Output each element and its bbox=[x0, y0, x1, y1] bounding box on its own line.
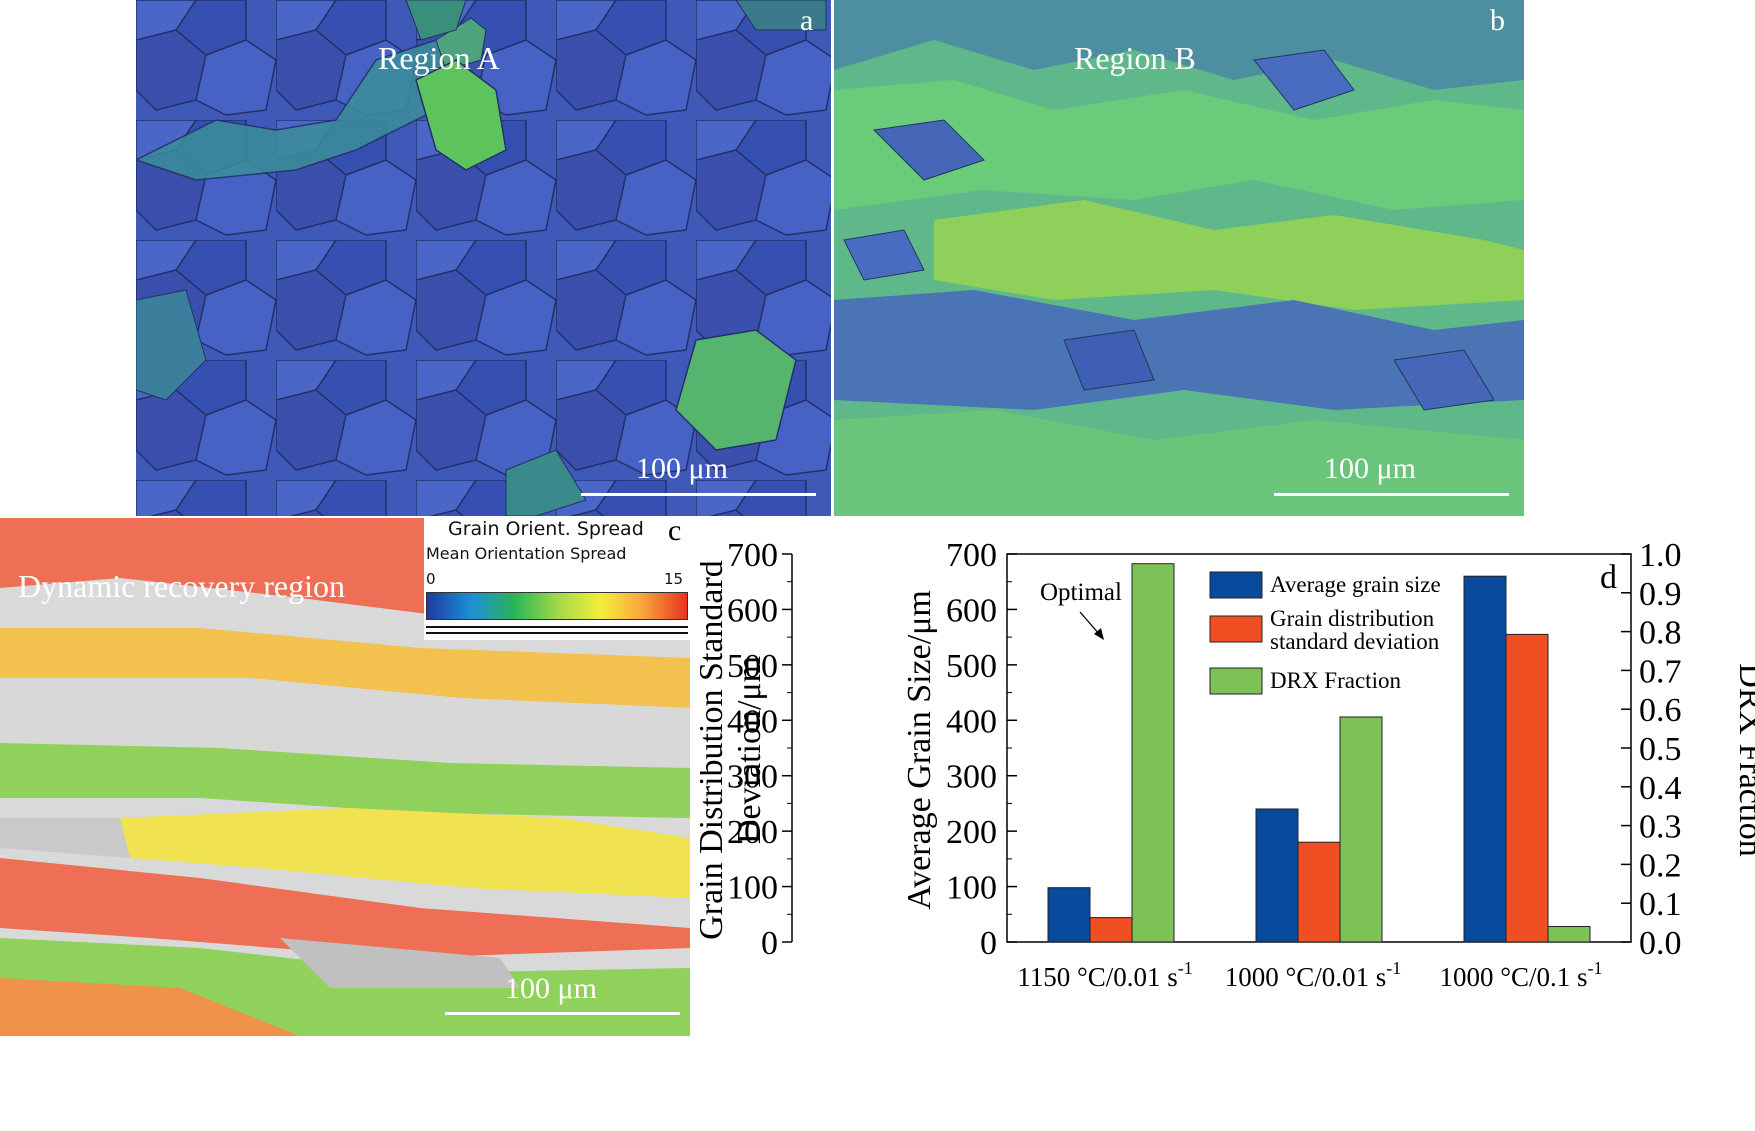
y-outer-tick-label: 500 bbox=[727, 648, 778, 685]
scale-bar-label-a: 100 μm bbox=[636, 452, 728, 485]
legend-title: Grain Orient. Spread bbox=[448, 518, 644, 540]
y-right-tick-label: 0.3 bbox=[1639, 809, 1682, 846]
legend-subtitle: Mean Orientation Spread bbox=[426, 544, 627, 563]
y-inner-tick-label: 600 bbox=[946, 592, 997, 629]
micrograph-panel-a: Region A a 100 μm bbox=[136, 0, 831, 516]
y-outer-tick-label: 100 bbox=[727, 870, 778, 907]
y-right-tick-label: 0.9 bbox=[1639, 576, 1682, 613]
y-inner-tick-label: 500 bbox=[946, 648, 997, 685]
legend-min: 0 bbox=[426, 570, 436, 588]
legend-label: Grain distribution bbox=[1270, 606, 1435, 631]
legend-swatch bbox=[1209, 571, 1263, 599]
bar bbox=[1547, 925, 1591, 943]
legend-swatch bbox=[1209, 615, 1263, 643]
x-tick-label: 1000 °C/0.01 s-1 bbox=[1225, 958, 1402, 992]
x-tick-label: 1000 °C/0.1 s-1 bbox=[1439, 958, 1602, 992]
panel-a-letter: a bbox=[800, 4, 814, 37]
y-outer-tick-label: 400 bbox=[727, 703, 778, 740]
scale-bar-b bbox=[1274, 493, 1509, 496]
y-inner-tick-label: 100 bbox=[946, 870, 997, 907]
optimal-annotation: Optimal bbox=[1040, 579, 1122, 606]
scale-bar-a bbox=[581, 493, 816, 496]
y-outer-axis-title-line1: Grain Distribution Standard bbox=[700, 560, 730, 940]
y-right-tick-label: 0.6 bbox=[1639, 692, 1682, 729]
optimal-arrow-head bbox=[1094, 628, 1104, 640]
y-outer-tick-label: 200 bbox=[727, 814, 778, 851]
y-right-tick-label: 0.0 bbox=[1639, 925, 1682, 962]
y-inner-tick-label: 200 bbox=[946, 814, 997, 851]
legend-rule-2 bbox=[426, 632, 688, 634]
y-right-axis-title: DRX Fraction bbox=[1732, 663, 1755, 857]
y-inner-axis-title: Average Grain Size/μm bbox=[901, 590, 938, 910]
y-outer-tick-label: 300 bbox=[727, 759, 778, 796]
chart-panel-d: 0 100 200 300 400 500 600 700 0 100 200 300 400 500 60… bbox=[693, 520, 1755, 1080]
region-b-label: Region B bbox=[1074, 40, 1196, 76]
legend-max: 15 bbox=[664, 570, 684, 588]
bar bbox=[1297, 841, 1341, 943]
dynamic-recovery-label: Dynamic recovery region bbox=[18, 568, 345, 604]
bar-chart: 0 100 200 300 400 500 600 700 0 100 200 300 400 500 60… bbox=[693, 537, 1755, 992]
y-outer-tick-label: 600 bbox=[727, 592, 778, 629]
y-right-tick-label: 0.8 bbox=[1639, 615, 1682, 652]
legend-label: DRX Fraction bbox=[1270, 668, 1401, 693]
y-right-tick-label: 0.7 bbox=[1639, 653, 1682, 690]
y-inner-tick-label: 700 bbox=[946, 537, 997, 574]
micrograph-panel-b: Region B b 100 μm bbox=[834, 0, 1524, 516]
legend-colorbar bbox=[426, 592, 688, 620]
y-inner-tick-label: 0 bbox=[980, 925, 997, 962]
bar bbox=[1047, 887, 1091, 943]
optimal-arrow-line bbox=[1079, 611, 1101, 636]
panel-b-letter: b bbox=[1490, 4, 1505, 37]
y-outer-tick-label: 0 bbox=[761, 925, 778, 962]
y-right-tick-label: 1.0 bbox=[1639, 537, 1682, 574]
y-right-tick-label: 0.4 bbox=[1639, 770, 1682, 807]
y-right-tick-label: 0.1 bbox=[1639, 886, 1682, 923]
legend-rule-1 bbox=[426, 626, 688, 628]
legend-label: standard deviation bbox=[1270, 629, 1440, 654]
legend-swatch bbox=[1209, 667, 1263, 695]
y-right-tick-label: 0.5 bbox=[1639, 731, 1682, 768]
y-inner-tick-label: 300 bbox=[946, 759, 997, 796]
ebsd-map-b bbox=[834, 0, 1524, 516]
y-right-tick-label: 0.2 bbox=[1639, 847, 1682, 884]
scale-bar-label-b: 100 μm bbox=[1324, 452, 1416, 485]
scale-bar-c bbox=[445, 1012, 680, 1015]
y-inner-tick-label: 400 bbox=[946, 703, 997, 740]
x-tick-label: 1150 °C/0.01 s-1 bbox=[1017, 958, 1193, 992]
gos-legend: Grain Orient. Spread Mean Orientation Sp… bbox=[424, 518, 690, 640]
y-outer-tick-label: 700 bbox=[727, 537, 778, 574]
bar bbox=[1255, 808, 1299, 943]
scale-bar-label-c: 100 μm bbox=[505, 972, 597, 1005]
bar bbox=[1131, 563, 1175, 943]
bar bbox=[1463, 575, 1507, 943]
legend-label: Average grain size bbox=[1270, 572, 1441, 597]
ebsd-map-a bbox=[136, 0, 831, 516]
micrograph-panel-c: Dynamic recovery region 100 μm Grain Ori… bbox=[0, 518, 690, 1036]
panel-d-letter: d bbox=[1600, 559, 1617, 596]
region-a-label: Region A bbox=[378, 40, 500, 76]
bar bbox=[1505, 633, 1549, 943]
bar bbox=[1089, 917, 1133, 943]
bar bbox=[1339, 716, 1383, 943]
panel-c-letter: c bbox=[668, 518, 682, 547]
y-outer-axis-title-line2: Deviation/μm bbox=[731, 656, 768, 844]
